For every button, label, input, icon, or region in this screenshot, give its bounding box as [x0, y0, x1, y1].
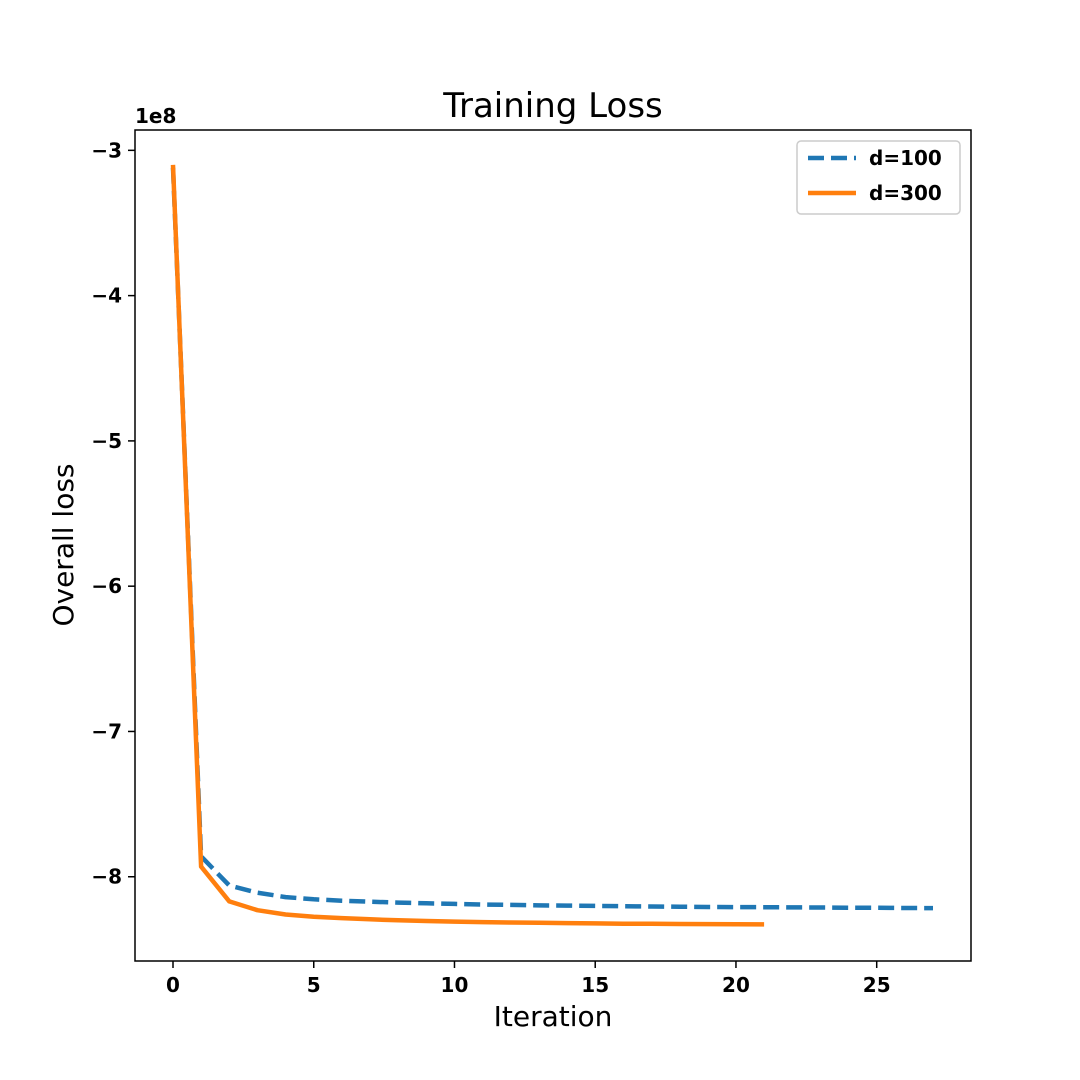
x-tick-label: 10 — [441, 973, 469, 997]
series-line-d300 — [170, 164, 765, 927]
series-layer — [170, 164, 934, 927]
plot-area-frame — [134, 129, 972, 962]
legend: d=100 d=300 — [796, 140, 961, 215]
y-tick-label: −6 — [91, 574, 122, 598]
x-tick-label: 15 — [581, 973, 609, 997]
legend-label-d100: d=100 — [869, 146, 942, 170]
y-axis-label: Overall loss — [47, 463, 80, 626]
y-tick-label: −8 — [91, 865, 122, 889]
x-tick-label: 0 — [166, 973, 180, 997]
chart-title: Training Loss — [442, 86, 663, 126]
y-tick-label: −7 — [91, 719, 122, 743]
y-offset-label: 1e8 — [135, 104, 176, 128]
x-tick-label: 25 — [863, 973, 891, 997]
y-tick-label: −5 — [91, 429, 122, 453]
y-tick-label: −3 — [91, 138, 122, 162]
x-tick-label: 20 — [722, 973, 750, 997]
x-axis-label: Iteration — [494, 1000, 613, 1033]
ticks-layer: 0 5 10 15 20 25 −3 −4 −5 −6 −7 −8 — [91, 138, 890, 997]
x-tick-label: 5 — [307, 973, 321, 997]
legend-label-d300: d=300 — [869, 181, 942, 205]
y-tick-label: −4 — [91, 284, 122, 308]
